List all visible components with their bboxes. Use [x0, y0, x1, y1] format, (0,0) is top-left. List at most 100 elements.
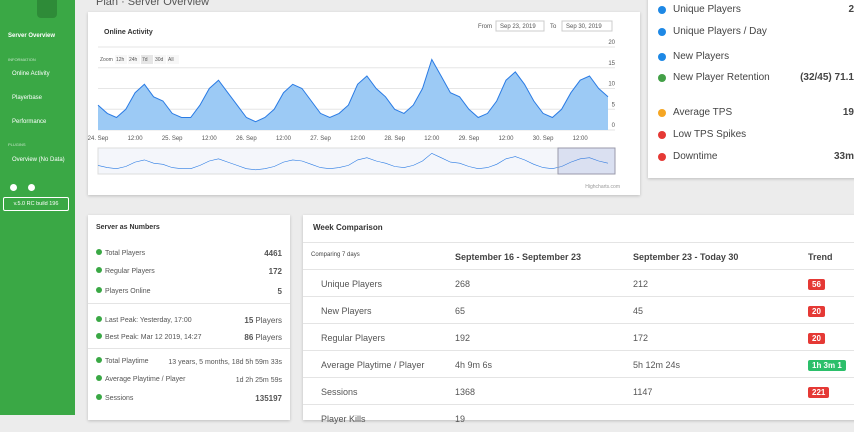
zoom-button[interactable] — [167, 55, 179, 64]
chart-title: Online Activity — [104, 29, 153, 36]
stat-label: Unique Players / Day — [673, 26, 767, 37]
y-tick-label: 0 — [612, 123, 616, 129]
version-button[interactable]: v.5.0 RC build 196 — [3, 197, 69, 211]
x-tick-label: 12:00 — [128, 136, 144, 142]
trend-badge: 20 — [808, 306, 825, 317]
x-tick-label: 12:00 — [573, 136, 589, 142]
stat-label: Downtime — [673, 151, 718, 162]
number-row: Players Online 5 — [96, 287, 282, 296]
y-tick-label: 10 — [608, 82, 615, 88]
nav-item[interactable]: Overview (No Data) — [12, 157, 65, 163]
divider — [88, 348, 290, 349]
trend-badge: 221 — [808, 387, 830, 398]
icon — [96, 394, 102, 400]
trend-badge: 20 — [808, 333, 825, 344]
unit: Players — [255, 316, 282, 325]
nav-item[interactable]: Online Activity — [12, 71, 50, 77]
nav-heading: PLUGINS — [8, 142, 26, 147]
date-to: Sep 30, 2019 — [566, 24, 602, 30]
value: 4461 — [264, 249, 282, 258]
nav-item[interactable]: Playerbase — [12, 95, 43, 101]
row-label: Total Playtime — [105, 358, 149, 365]
icon — [96, 267, 102, 273]
navigator-line — [97, 152, 609, 171]
zoom-button[interactable] — [115, 55, 127, 64]
label: To — [550, 24, 557, 30]
y-tick-label: 5 — [612, 102, 616, 108]
value: 135197 — [255, 394, 282, 403]
summary-card: Unique Players 2 Unique Players / Day New P… — [648, 0, 854, 178]
row-label: Average Playtime / Player — [321, 360, 425, 370]
column-header: Trend — [808, 252, 833, 262]
date-from: Sep 23, 2019 — [500, 24, 536, 30]
row-label: Total Players — [105, 250, 146, 257]
row-value: 135197 — [255, 394, 282, 403]
table-row: Regular Players 192 172 20 — [303, 323, 854, 351]
number-row: Sessions 135197 — [96, 394, 282, 403]
nav-heading: INFORMATION — [8, 57, 36, 62]
week-card: Week Comparison Comparing 7 days Septembe… — [303, 215, 854, 424]
row-label: New Players — [321, 306, 372, 316]
cell: 19 — [455, 414, 466, 424]
nav-item[interactable]: Performance — [12, 119, 47, 125]
row-label: Last Peak: Yesterday, 17:00 — [105, 317, 192, 324]
x-tick-label: 27. Sep — [310, 136, 331, 142]
x-tick-label: 29. Sep — [459, 136, 480, 142]
divider — [88, 303, 290, 304]
stat-label: Low TPS Spikes — [673, 129, 747, 140]
row-label: Unique Players — [321, 279, 383, 289]
stat-label: Unique Players — [673, 4, 741, 15]
icon[interactable] — [10, 184, 17, 191]
stat-value: 19 — [842, 107, 854, 118]
zoom-option[interactable]: 12h — [116, 57, 125, 63]
number-row: Total Playtime 13 years, 5 months, 18d 5h… — [96, 357, 282, 366]
icon — [658, 6, 666, 14]
line — [97, 58, 609, 123]
icon — [96, 287, 102, 293]
row-label: Best Peak: Mar 12 2019, 14:27 — [105, 334, 202, 341]
x-tick-label: 28. Sep — [384, 136, 405, 142]
row-value: 1d 2h 25m 59s — [236, 375, 282, 384]
zoom-option[interactable]: 24h — [129, 57, 138, 63]
zoom-button[interactable] — [141, 55, 153, 64]
cell: 1147 — [633, 387, 653, 397]
trend-badge: 56 — [808, 279, 825, 290]
row-value: 86 Players — [244, 333, 282, 342]
header-row: Comparing 7 days September 16 - September… — [303, 242, 854, 270]
column-header: September 16 - September 23 — [455, 252, 582, 262]
x-tick-label: 12:00 — [350, 136, 366, 142]
cell: 1368 — [455, 387, 476, 397]
table-row: Player Kills 19 — [303, 404, 854, 432]
stat-label: New Player Retention — [673, 72, 770, 83]
navigator-window[interactable] — [557, 147, 616, 175]
nav-item[interactable]: Server Overview — [8, 33, 56, 39]
icon — [658, 109, 666, 117]
cell: 65 — [455, 306, 466, 316]
row-value: 15 Players — [244, 316, 282, 325]
number-row: Best Peak: Mar 12 2019, 14:27 86 Players — [96, 333, 282, 342]
icon — [658, 74, 666, 82]
value: 15 — [244, 316, 254, 325]
x-tick-label: 12:00 — [498, 136, 514, 142]
zoom-option[interactable]: 7d — [142, 57, 148, 63]
icon — [658, 53, 666, 61]
x-tick-label: 26. Sep — [236, 136, 257, 142]
x-tick-label: 24. Sep — [88, 136, 109, 142]
row-value: 13 years, 5 months, 18d 5h 59m 33s — [168, 357, 282, 366]
trend-badge: 1h 3m 1 — [808, 360, 846, 371]
y-tick-label: 15 — [608, 61, 615, 67]
zoom-option[interactable]: 30d — [155, 57, 164, 63]
value: 1d 2h 25m 59s — [235, 377, 282, 384]
logo — [37, 0, 57, 18]
value: 172 — [268, 267, 282, 276]
page-title: Plan · Server Overview — [96, 0, 210, 8]
cell: 5h 12m 24s — [633, 360, 681, 370]
zoom-button[interactable] — [154, 55, 166, 64]
cell: 212 — [633, 279, 649, 289]
icon — [96, 357, 102, 363]
icon — [658, 28, 666, 36]
zoom-option[interactable]: All — [168, 57, 174, 63]
icon[interactable] — [28, 184, 35, 191]
zoom-button[interactable] — [128, 55, 140, 64]
